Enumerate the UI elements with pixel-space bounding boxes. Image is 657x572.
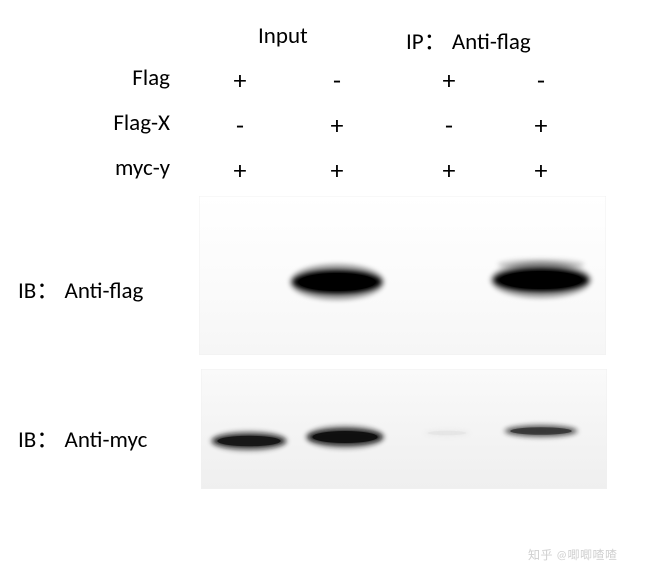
plus-sign: +: [225, 64, 255, 96]
condition-row-label: myc-y: [10, 154, 170, 182]
plus-sign: +: [322, 109, 352, 141]
blot-panel: [201, 369, 607, 489]
minus-sign: -: [526, 64, 556, 96]
plus-sign: +: [225, 154, 255, 186]
condition-row-label: Flag: [10, 64, 170, 92]
minus-sign: -: [225, 109, 255, 141]
group-header-input: Input: [258, 22, 308, 50]
minus-sign: -: [434, 109, 464, 141]
ib-label: IB： Anti-flag: [18, 271, 188, 305]
group-header-ip: IP： Anti-flag: [406, 22, 531, 56]
condition-row-label: Flag-X: [10, 109, 170, 137]
plus-sign: +: [322, 154, 352, 186]
plus-sign: +: [434, 64, 464, 96]
plus-sign: +: [434, 154, 464, 186]
ib-label: IB： Anti-myc: [18, 420, 188, 454]
plus-sign: +: [526, 154, 556, 186]
watermark-text: 知乎 @唧唧喳喳: [528, 546, 617, 563]
plus-sign: +: [526, 109, 556, 141]
blot-panel: [199, 196, 606, 355]
minus-sign: -: [322, 64, 352, 96]
